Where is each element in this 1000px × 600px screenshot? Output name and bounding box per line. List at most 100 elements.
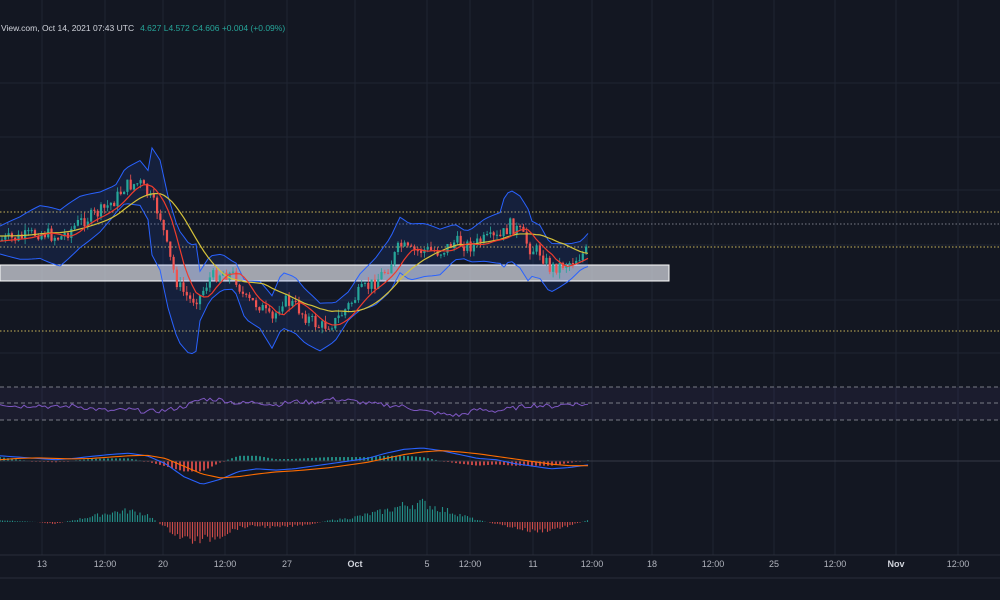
candle-body <box>545 257 548 264</box>
candle-body <box>337 315 340 319</box>
candle-body <box>139 180 142 184</box>
macd-histogram-bar <box>127 458 129 461</box>
time-axis[interactable]: 13 12:00 20 12:00 27 Oct 5 12:00 11 12:00 18 12:00 2… <box>37 559 969 569</box>
support-zone <box>0 264 670 282</box>
macd-histogram-bar <box>567 461 569 464</box>
candle-body <box>317 327 320 329</box>
candle-body <box>340 315 343 317</box>
candle <box>142 179 145 184</box>
macd-histogram-bar <box>259 456 261 461</box>
candle-body <box>453 242 456 248</box>
candle-body <box>76 219 79 226</box>
macd-histogram-bar <box>535 461 537 466</box>
candle-body <box>449 243 452 248</box>
candle-body <box>189 295 192 299</box>
candle <box>103 203 106 214</box>
macd-histogram-bar <box>539 461 541 466</box>
macd-histogram-bar <box>175 461 177 470</box>
candle-body <box>552 263 555 272</box>
candle <box>90 207 93 224</box>
candle-body <box>261 304 264 311</box>
candle-body <box>86 221 89 227</box>
candle-body <box>73 225 76 229</box>
macd-histogram-bar <box>355 457 357 461</box>
macd-histogram-bar <box>435 459 437 461</box>
candle <box>344 308 347 319</box>
momentum-pane[interactable] <box>0 498 589 544</box>
candle <box>129 174 132 191</box>
macd-histogram-bar <box>111 458 113 461</box>
candle-body <box>40 233 43 240</box>
candle-body <box>443 252 446 255</box>
candle <box>284 294 287 308</box>
macd-histogram-bar <box>475 461 477 466</box>
candle-body <box>119 191 122 195</box>
macd-histogram-bar <box>343 457 345 461</box>
candle-body <box>103 204 106 208</box>
candle-body <box>245 293 248 295</box>
ema-red-line <box>0 183 589 326</box>
candle-body <box>192 298 195 303</box>
candle <box>410 243 413 248</box>
rsi-pane[interactable] <box>0 386 1000 421</box>
candle <box>57 237 60 241</box>
candle-body <box>159 213 162 220</box>
candle <box>578 254 581 262</box>
candle <box>528 241 532 260</box>
candle-body <box>129 179 132 190</box>
bollinger-upper <box>0 146 589 304</box>
candle <box>132 183 136 192</box>
candle-body <box>4 235 7 240</box>
candle <box>165 229 169 243</box>
candle-body <box>581 253 584 261</box>
macd-pane[interactable] <box>0 447 1000 485</box>
macd-histogram-bar <box>99 458 101 461</box>
macd-histogram-bar <box>159 461 161 465</box>
candle <box>96 209 99 223</box>
macd-histogram-bar <box>403 455 405 461</box>
macd-histogram-bar <box>135 459 137 461</box>
candle-body <box>575 260 578 264</box>
macd-histogram-bar <box>79 459 81 461</box>
macd-histogram-bar <box>503 461 505 465</box>
x-tick-label: 12:00 <box>947 559 970 569</box>
macd-histogram-bar <box>463 461 465 465</box>
macd-histogram-bar <box>499 461 501 465</box>
candle-body <box>396 242 400 253</box>
macd-histogram-bar <box>395 455 397 461</box>
candle <box>393 251 396 267</box>
candle <box>208 272 211 292</box>
candle <box>76 215 79 227</box>
candle <box>218 274 221 283</box>
candle-body <box>169 241 172 257</box>
candle-body <box>212 270 215 278</box>
candle-body <box>136 183 139 185</box>
macd-histogram-bar <box>167 461 169 467</box>
candle <box>63 228 66 241</box>
candle-body <box>7 233 10 236</box>
macd-histogram-bar <box>571 461 573 463</box>
candle-body <box>198 295 202 305</box>
candle <box>255 297 258 311</box>
candle <box>545 253 548 266</box>
macd-histogram-bar <box>519 461 521 466</box>
price-pane[interactable] <box>0 146 1000 355</box>
macd-histogram-bar <box>563 461 565 464</box>
candle <box>532 247 535 255</box>
candle-body <box>370 279 373 289</box>
candle-body <box>429 246 433 251</box>
candle <box>561 261 565 271</box>
candle <box>495 230 499 240</box>
candle-body <box>116 191 119 207</box>
macd-histogram-bar <box>239 455 241 461</box>
candle <box>482 232 485 246</box>
candle-body <box>238 284 241 292</box>
candle <box>109 202 112 211</box>
candle-body <box>377 279 380 289</box>
candle <box>406 241 409 248</box>
candle <box>347 301 350 313</box>
candle-body <box>555 263 558 273</box>
candle <box>162 219 165 236</box>
macd-histogram-bar <box>319 457 321 461</box>
